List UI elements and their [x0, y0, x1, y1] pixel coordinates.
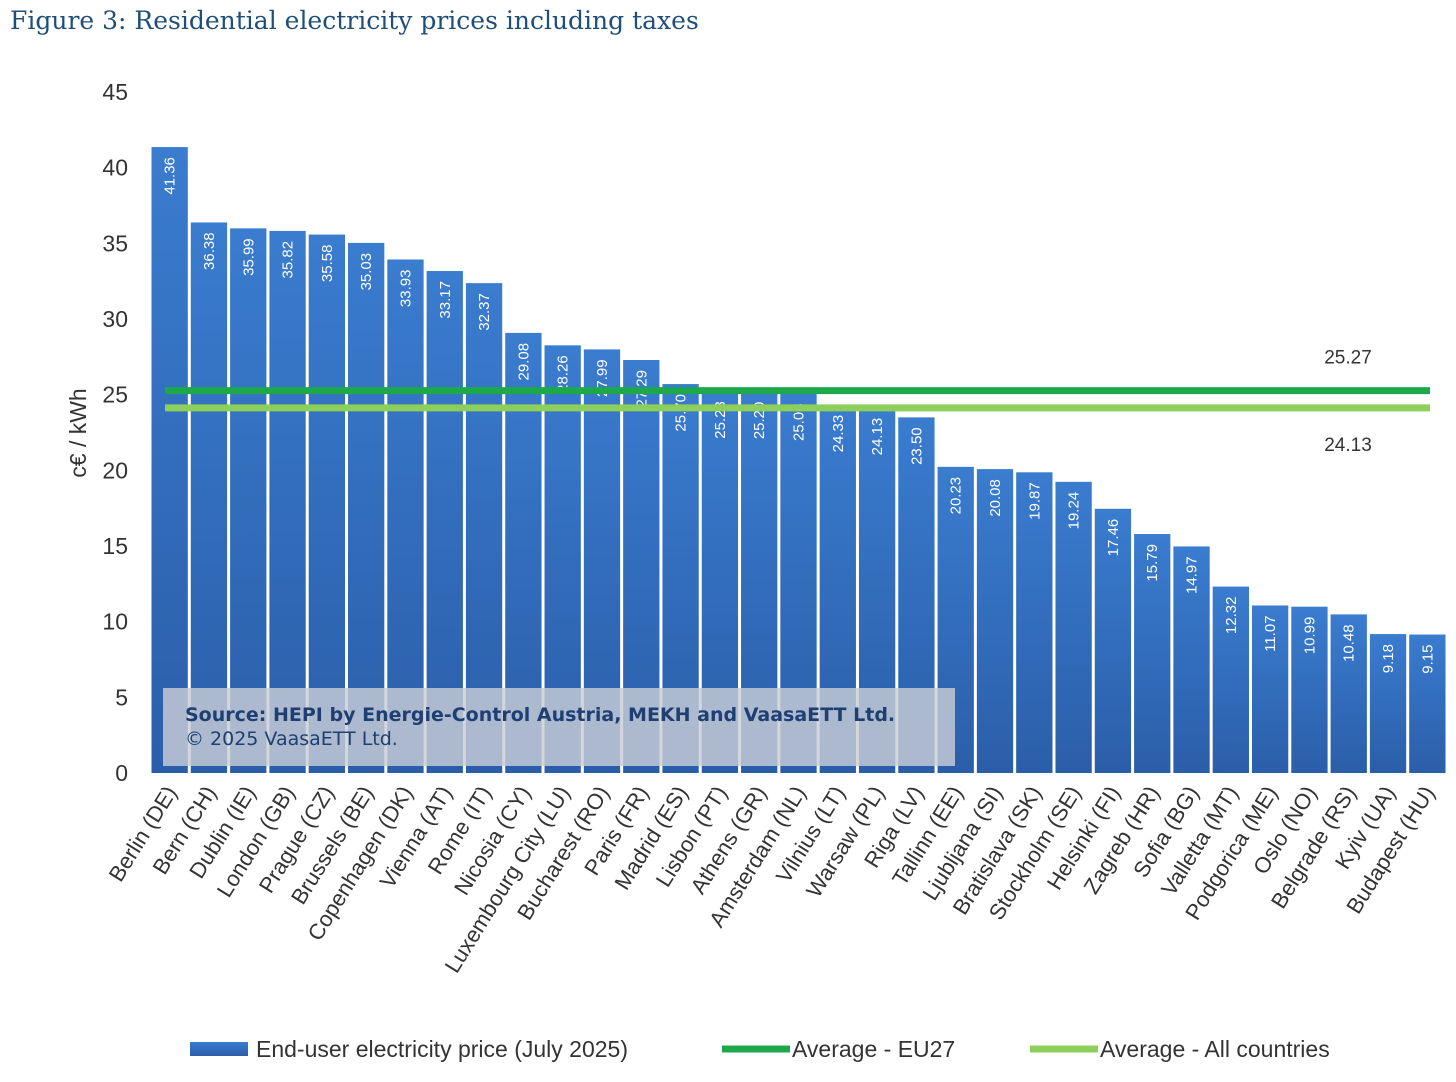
y-tick-label: 0: [115, 760, 128, 786]
bar: [1330, 614, 1367, 773]
bar: [308, 234, 346, 773]
bar: [976, 469, 1014, 773]
bar: [348, 242, 385, 773]
y-tick-label: 20: [102, 457, 128, 483]
average-label: 24.13: [1324, 435, 1372, 456]
bar-value-label: 24.33: [830, 415, 847, 453]
bar-value-label: 11.07: [1262, 615, 1279, 651]
y-tick-label: 30: [102, 306, 128, 332]
source-box: Source: HEPI by Energie-Control Austria,…: [163, 688, 955, 766]
bar-value-label: 25.70: [673, 394, 690, 432]
chart-title: Figure 3: Residential electricity prices…: [10, 6, 699, 35]
bar-value-label: 35.03: [358, 253, 375, 291]
bar: [387, 259, 424, 773]
bar: [1212, 586, 1249, 773]
y-tick-label: 35: [102, 230, 128, 256]
bar-value-label: 23.50: [908, 427, 925, 465]
bar: [1369, 634, 1407, 773]
y-tick-label: 25: [102, 382, 128, 408]
bar-value-label: 17.46: [1105, 519, 1122, 557]
legend-label: End-user electricity price (July 2025): [256, 1036, 628, 1062]
bar-value-label: 12.32: [1223, 597, 1240, 635]
bar-value-label: 35.82: [280, 241, 297, 279]
bar-value-label: 9.18: [1380, 644, 1397, 673]
legend-swatch: [190, 1042, 248, 1056]
bar-value-label: 10.99: [1301, 617, 1318, 655]
bar: [190, 222, 228, 773]
bar: [1055, 481, 1092, 773]
bar: [269, 230, 306, 773]
y-axis-label: c€ / kWh: [65, 388, 91, 477]
bar-value-label: 32.37: [476, 293, 493, 331]
bar: [1173, 546, 1210, 773]
bar-value-label: 24.13: [869, 418, 886, 456]
bar: [1291, 606, 1328, 773]
bar-value-label: 25.08: [791, 403, 808, 441]
bar-value-label: 33.93: [397, 270, 414, 308]
bar: [1016, 472, 1053, 773]
source-text: Source: HEPI by Energie-Control Austria,…: [185, 704, 896, 726]
y-tick-label: 40: [102, 155, 128, 181]
bar: [151, 147, 188, 773]
bar-value-label: 19.24: [1066, 492, 1083, 530]
bar-value-label: 35.99: [240, 238, 257, 276]
bar: [1409, 634, 1446, 773]
y-tick-label: 10: [102, 609, 128, 635]
bar-value-label: 33.17: [437, 281, 454, 319]
bar-value-label: 9.15: [1419, 645, 1436, 674]
legend-label: Average - EU27: [792, 1036, 955, 1062]
bar-value-label: 20.23: [948, 477, 965, 515]
bar-value-label: 35.58: [319, 245, 336, 283]
bar-value-label: 36.38: [201, 232, 218, 270]
bar: [1251, 605, 1289, 773]
copyright-text: © 2025 VaasaETT Ltd.: [185, 728, 398, 750]
y-tick-label: 45: [102, 79, 128, 105]
y-tick-label: 15: [102, 533, 128, 559]
bar-value-label: 41.36: [162, 157, 179, 195]
bar-value-label: 29.08: [515, 343, 532, 381]
bar-value-label: 20.08: [987, 479, 1004, 517]
bar: [230, 228, 267, 774]
bar: [1094, 508, 1132, 773]
bar-value-label: 19.87: [1026, 482, 1043, 520]
y-tick-label: 5: [115, 684, 128, 710]
bar-value-label: 10.48: [1341, 624, 1358, 662]
legend-label: Average - All countries: [1100, 1036, 1330, 1062]
bar-value-label: 14.97: [1184, 556, 1201, 594]
bar-value-label: 15.79: [1144, 544, 1161, 582]
bar-value-label: 28.26: [555, 355, 572, 393]
average-label: 25.27: [1324, 348, 1372, 369]
bar: [1134, 534, 1171, 773]
